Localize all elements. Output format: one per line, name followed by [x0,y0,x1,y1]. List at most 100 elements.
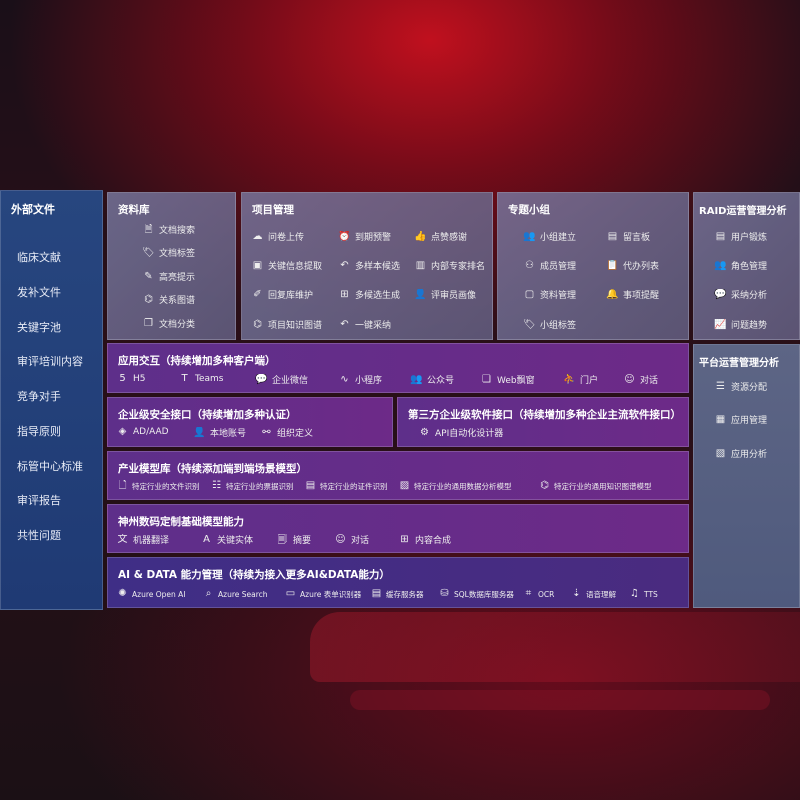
feature-item[interactable]: 👥 小组建立 [523,230,576,244]
feature-item[interactable]: ⌕ Azure Search [202,588,268,600]
doc-category-icon: ❐ [144,317,153,329]
feature-item[interactable]: ▦ 应用管理 [714,413,767,427]
feature-item[interactable]: 📈 问题趋势 [714,318,767,332]
sidebar-item[interactable]: 竞争对手 [17,390,61,403]
feature-item[interactable]: ▤ 用户锻炼 [714,230,767,244]
feature-label: 问卷上传 [268,233,305,243]
feature-item[interactable]: 🗐 摘要 [276,533,312,547]
feature-item[interactable]: ☰ 资源分配 [714,380,768,394]
feature-label: 特定行业的文件识别 [132,481,200,491]
feature-item[interactable]: 👤 评审员画像 [414,288,476,302]
feature-item[interactable]: 👍 点赞感谢 [414,230,468,244]
sidebar-item[interactable]: 临床文献 [17,251,61,264]
feature-item[interactable]: ✺ Azure Open AI [116,588,185,600]
sidebar-item[interactable]: 审评培训内容 [17,355,83,368]
feature-item[interactable]: ⏰ 到期预警 [338,230,391,244]
feature-item[interactable]: ▣ 关键信息提取 [251,259,322,273]
feature-item[interactable]: 🏷 小组标签 [523,318,577,332]
feature-item[interactable]: 👥 公众号 [410,373,454,387]
feature-item[interactable]: 🗎 文档搜索 [142,223,196,237]
sidebar-item[interactable]: 关键字池 [17,321,61,334]
feature-item[interactable]: ☺ 对话 [623,373,658,387]
feature-item[interactable]: ❏ Web飘窗 [480,373,535,387]
feature-item[interactable]: T Teams [178,373,223,385]
feature-item[interactable]: 💬 采纳分析 [714,288,767,302]
feature-item[interactable]: ▨ 特定行业的通用数据分析模型 [398,480,512,492]
feature-item[interactable]: 💬 企业微信 [255,373,308,387]
feature-item[interactable]: ▤ 留言板 [606,230,651,244]
feature-item[interactable]: ⚙ API自动化设计器 [418,426,503,440]
feature-item[interactable]: ▤ 缓存服务器 [370,588,424,600]
feature-label: 留言板 [623,233,651,243]
feature-item[interactable]: ∿ 小程序 [338,373,382,387]
database-icon: ⛁ [440,588,449,599]
feature-item[interactable]: ▧ 应用分析 [714,447,767,461]
feature-item[interactable]: 🔔 事项提醒 [606,288,659,302]
feature-item[interactable]: ▤ 特定行业的证件识别 [304,480,388,492]
feature-label: 资源分配 [731,383,768,393]
panel-thirdparty: 第三方企业级软件接口（持续增加多种企业主流软件接口） ⚙ API自动化设计器 [397,397,689,447]
feature-item[interactable]: ⛁ SQL数据库服务器 [438,588,514,600]
sidebar-item[interactable]: 发补文件 [17,286,61,299]
background-glow [350,690,770,710]
feature-item[interactable]: ⌗ OCR [522,588,555,600]
feature-label: 对话 [351,536,370,546]
feature-label: SQL数据库服务器 [454,589,514,599]
feature-label: 文档搜索 [159,226,196,236]
feature-item[interactable]: 5 H5 [116,373,145,385]
feature-item[interactable]: 文机器翻译 [116,533,170,547]
graph-icon: ⌬ [253,318,262,330]
feature-item[interactable]: ✎ 高亮提示 [142,270,195,284]
bell-icon: 🔔 [606,288,619,300]
feature-item[interactable]: A 关键实体 [200,533,253,547]
sidebar-item[interactable]: 审评报告 [17,494,61,507]
wechat-icon: 💬 [255,373,268,385]
feature-item[interactable]: 📋 代办列表 [606,259,659,273]
feature-item[interactable]: ↶ 一键采纳 [338,318,391,332]
feature-item[interactable]: ⚯ 组织定义 [260,426,313,440]
feature-item[interactable]: ✐ 回复库维护 [251,288,313,302]
feature-item[interactable]: ⚇ 成员管理 [523,259,576,273]
feature-label: Azure 表单识别器 [300,589,362,599]
feature-label: 小组标签 [540,321,577,331]
feature-item[interactable]: 👥 角色管理 [714,259,767,273]
feature-item[interactable]: ▭ Azure 表单识别器 [284,588,361,600]
feature-item[interactable]: ☺ 对话 [334,533,370,547]
apps-icon: ▦ [715,413,726,425]
feature-item[interactable]: ⌬ 项目知识图谱 [251,318,322,332]
feature-item[interactable]: ⊞ 多候选生成 [338,288,400,302]
feature-label: 文档标签 [159,249,196,259]
feature-item[interactable]: ◈ AD/AAD [116,426,169,438]
feature-label: 特定行业的票据识别 [226,481,294,491]
feature-item[interactable]: ❐ 文档分类 [142,317,195,331]
feature-item[interactable]: ⇣ 语音理解 [570,588,616,600]
speech-icon: ⇣ [572,588,581,599]
portal-icon: ⛹ [563,373,576,385]
sidebar-item[interactable]: 标管中心标准 [17,460,83,473]
clipboard-icon: 📋 [606,259,619,271]
feature-item[interactable]: ♫ TTS [628,588,658,600]
feature-item[interactable]: ▥ 内部专家排名 [414,259,485,273]
feature-item[interactable]: 🗋 特定行业的文件识别 [116,480,200,492]
feature-item[interactable]: 👤 本地账号 [193,426,246,440]
panel-title: RAID运营管理分析 [699,206,787,217]
feature-label: 点赞感谢 [431,233,468,243]
feature-item[interactable]: ☁ 问卷上传 [251,230,305,244]
feature-item[interactable]: ▢ 资料管理 [523,288,576,302]
feature-item[interactable]: 🏷 文档标签 [142,246,196,260]
feature-item[interactable]: ⛹ 门户 [563,373,598,387]
feature-label: 语音理解 [586,589,616,599]
feature-item[interactable]: ☷ 特定行业的票据识别 [210,480,294,492]
feature-item[interactable]: ⊞ 内容合成 [398,533,451,547]
panel-title: 第三方企业级软件接口（持续增加多种企业主流软件接口） [408,409,681,421]
feature-label: Web飘窗 [497,376,535,386]
receipt-icon: ☷ [212,480,221,491]
feature-item[interactable]: ↶ 多样本候选 [338,259,400,273]
sidebar-item[interactable]: 共性问题 [17,529,61,542]
sidebar-item[interactable]: 指导原则 [17,425,61,438]
feature-item[interactable]: ⌬ 关系图谱 [142,293,195,307]
cloud-upload-icon: ☁ [252,230,263,242]
puzzle-icon: ⊞ [340,288,349,300]
tts-icon: ♫ [630,588,639,599]
feature-item[interactable]: ⌬ 特定行业的通用知识图谱模型 [538,480,651,492]
